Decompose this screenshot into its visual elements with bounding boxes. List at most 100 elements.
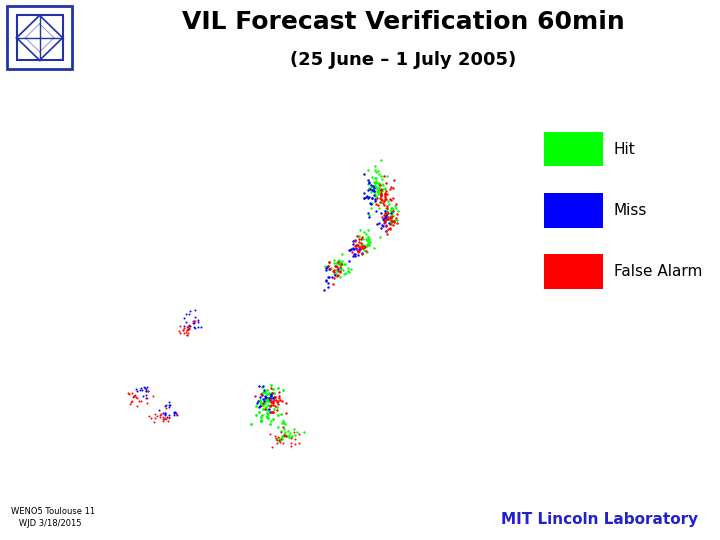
Point xyxy=(359,240,370,249)
Point xyxy=(252,397,264,406)
Point xyxy=(380,214,392,223)
Point xyxy=(347,237,359,245)
Point xyxy=(258,387,270,396)
Point xyxy=(128,392,140,401)
Point xyxy=(374,219,385,227)
Point xyxy=(138,382,150,391)
Point xyxy=(135,396,146,405)
Point xyxy=(192,318,203,326)
Point xyxy=(253,403,265,411)
Point xyxy=(361,236,373,245)
Point xyxy=(381,208,392,217)
Point xyxy=(280,409,292,417)
Point xyxy=(380,212,392,220)
Point xyxy=(251,402,262,410)
Bar xyxy=(544,193,603,228)
Point xyxy=(385,218,397,227)
Point xyxy=(391,216,402,225)
Point xyxy=(373,183,384,192)
Point xyxy=(283,433,294,442)
Point xyxy=(142,394,153,402)
Point xyxy=(385,209,397,218)
Point xyxy=(364,240,375,249)
Point xyxy=(369,162,381,171)
Point xyxy=(262,414,274,422)
Point xyxy=(330,259,341,267)
Point xyxy=(181,318,192,327)
Point xyxy=(271,403,283,411)
Point xyxy=(360,247,372,255)
Point xyxy=(279,430,290,439)
Point xyxy=(382,224,394,233)
Point xyxy=(333,256,344,265)
Point xyxy=(256,399,267,408)
Point xyxy=(178,321,189,330)
Point xyxy=(369,179,381,187)
Point xyxy=(351,240,362,249)
Point xyxy=(370,207,382,216)
Point xyxy=(369,181,380,190)
Point xyxy=(356,241,368,250)
Point xyxy=(379,209,391,218)
Point xyxy=(151,411,163,420)
Point xyxy=(265,381,276,389)
Point xyxy=(382,213,394,222)
Point xyxy=(385,183,397,192)
Point xyxy=(195,323,207,332)
Point xyxy=(170,409,181,417)
Point xyxy=(366,193,377,202)
Point xyxy=(161,415,172,423)
Point xyxy=(379,219,390,228)
Point xyxy=(268,407,279,416)
Point xyxy=(330,269,342,278)
Point xyxy=(375,194,387,203)
Point xyxy=(131,402,143,410)
Point xyxy=(160,404,171,413)
Point xyxy=(188,319,199,327)
Point xyxy=(141,382,153,391)
Point xyxy=(192,323,204,332)
Point xyxy=(374,188,386,197)
Point xyxy=(379,193,390,201)
Point xyxy=(371,200,382,208)
Point xyxy=(180,310,192,319)
Point xyxy=(287,432,298,441)
Point xyxy=(375,156,387,164)
Point xyxy=(379,191,391,199)
Point xyxy=(181,330,193,339)
Point xyxy=(375,208,387,217)
Point xyxy=(276,397,288,406)
Point xyxy=(327,272,338,281)
Point xyxy=(249,392,261,401)
Point xyxy=(359,241,370,250)
Point xyxy=(174,321,185,330)
Point xyxy=(163,397,174,406)
Point xyxy=(259,404,271,413)
Point xyxy=(323,258,335,266)
Point xyxy=(289,435,301,443)
Point xyxy=(376,213,387,221)
Point xyxy=(264,391,276,400)
Point xyxy=(371,179,382,187)
Point xyxy=(263,400,274,409)
Point xyxy=(273,394,284,402)
Point xyxy=(368,184,379,192)
Point xyxy=(134,386,145,394)
Point xyxy=(274,435,286,444)
Point xyxy=(183,310,194,319)
Point xyxy=(258,399,270,408)
Point xyxy=(323,258,334,266)
Point xyxy=(386,215,397,224)
Point xyxy=(334,262,346,271)
Point xyxy=(337,260,348,268)
Point xyxy=(376,190,387,199)
Point xyxy=(382,190,393,199)
Point xyxy=(327,280,338,288)
Point xyxy=(143,412,154,421)
Point xyxy=(381,204,392,213)
Point xyxy=(258,387,269,396)
Point xyxy=(332,270,343,279)
Point xyxy=(140,394,152,402)
Point xyxy=(349,250,361,259)
Point xyxy=(356,234,367,243)
